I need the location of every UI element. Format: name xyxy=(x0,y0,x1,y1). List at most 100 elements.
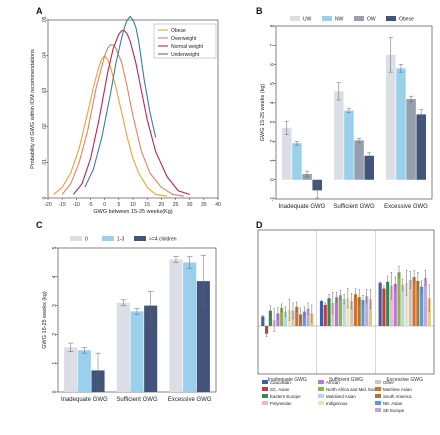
y-tick-label: 3 xyxy=(52,304,58,307)
bar-ow-excessive-gwg xyxy=(406,99,416,180)
legend-swatch-polynesian xyxy=(262,401,268,405)
legend-label-eastern-europe: Eastern Europe xyxy=(270,394,301,399)
bar-eastern-europe-inadequate-gwg xyxy=(268,310,272,326)
bar-african-excessive-gwg xyxy=(393,283,397,326)
bar-ne-asian-inadequate-gwg xyxy=(302,311,306,326)
bar-polynesian-sufficient-gwg xyxy=(331,302,335,326)
bar-african-sufficient-gwg xyxy=(334,297,339,326)
category-label: Excessive GWG xyxy=(384,204,428,210)
legend-label-underweight: Underweight xyxy=(171,52,200,58)
y-axis-label: GWG 15-25 weeks (kg) xyxy=(260,84,266,142)
legend-swatch-obese xyxy=(386,16,396,21)
bar-sc-asian-sufficient-gwg xyxy=(323,304,327,326)
bar-extra-sufficient-gwg xyxy=(368,299,373,326)
legend-swatch-caucasian xyxy=(262,380,268,384)
series-line-normal-weight xyxy=(73,30,190,195)
bar-indigenous-excessive-gwg xyxy=(404,282,409,326)
bar-maritime-asian-inadequate-gwg xyxy=(295,306,299,326)
bar-ne-asian-sufficient-gwg xyxy=(361,300,365,326)
bar-polynesian-excessive-gwg xyxy=(389,285,394,326)
y-tick-label: 1 xyxy=(52,362,58,365)
legend-label-uw: UW xyxy=(303,17,312,23)
bar-obese-sufficient-gwg xyxy=(364,155,374,180)
bar-uw-excessive-gwg xyxy=(386,54,396,180)
series-line-overweight xyxy=(61,44,185,197)
panel-b-bar-chart: -1 0 1 2 3 4 5 6 7 8 GWG 15-25 weeks (kg) Inadequat… xyxy=(260,16,433,210)
x-tick-label: 5 xyxy=(117,202,120,208)
legend-label-obese: Obese xyxy=(399,17,414,23)
bar-se-europe-excessive-gwg xyxy=(423,278,427,326)
y-tick-label: .04 xyxy=(42,52,48,59)
bar-se-europe-inadequate-gwg xyxy=(306,308,310,326)
legend-label-south-america: South America xyxy=(383,394,412,399)
x-tick-label: 20 xyxy=(159,202,165,208)
x-tick-label: 35 xyxy=(201,202,207,208)
bar-ne-asian-excessive-gwg xyxy=(420,286,424,326)
legend-label-0: 0 xyxy=(85,237,88,243)
x-tick-label: -10 xyxy=(73,202,80,208)
y-tick-label: 5 xyxy=(52,246,58,249)
legend-label-indigenous: Indigenous xyxy=(326,401,348,406)
category-label: Excessive GWG xyxy=(168,397,212,403)
legend-label-normal-weight: Normal weight xyxy=(171,44,204,50)
bar-0-excessive-gwg xyxy=(169,259,183,392)
legend-swatch-south-america xyxy=(375,394,381,398)
y-tick-label: 6 xyxy=(270,63,276,66)
panel-c-bar-chart: 0 1 2 3 4 5 GWG 15-25 weeks (kg) Inadequate GWG… xyxy=(42,236,217,403)
category-label: Inadequate GWG xyxy=(268,377,307,383)
x-tick-label: 10 xyxy=(130,202,136,208)
legend-swatch-maritime-asian xyxy=(375,387,381,391)
category-label: Inadequate GWG xyxy=(279,204,326,210)
bar-4-children-sufficient-gwg xyxy=(144,305,158,392)
legend-label-nw: NW xyxy=(335,17,344,23)
panel-letter-b: B xyxy=(256,6,263,16)
bar-se-europe-sufficient-gwg xyxy=(365,296,369,326)
legend-label-ne-asian: NE. Asian xyxy=(383,401,403,406)
y-tick-label: -1 xyxy=(270,197,276,202)
bar-african-inadequate-gwg xyxy=(276,313,280,326)
y-tick-label: .03 xyxy=(42,88,48,95)
bar-uw-sufficient-gwg xyxy=(334,91,344,180)
bar-mainland-asian-sufficient-gwg xyxy=(342,299,346,326)
legend-label-obese: Obese xyxy=(171,28,186,34)
y-axis-label: Probability of GWG within IOM recommenda… xyxy=(30,49,36,169)
x-tick-label: -15 xyxy=(59,202,66,208)
legend-swatch-indigenous xyxy=(318,401,324,405)
y-tick-label: 3 xyxy=(270,121,276,124)
panel-letter-a: A xyxy=(36,6,43,16)
bar-indigenous-sufficient-gwg xyxy=(346,298,350,326)
y-axis-label: GWG 15-25 weeks (kg) xyxy=(42,291,48,349)
bar-0-inadequate-gwg xyxy=(64,347,78,392)
bar-nw-sufficient-gwg xyxy=(344,110,354,180)
x-tick-label: -20 xyxy=(44,202,51,208)
panel-letter-c: C xyxy=(36,220,43,230)
x-axis-label: GWG between 15-25 weeks(Kg) xyxy=(93,209,172,215)
legend-swatch-eastern-europe xyxy=(262,394,268,398)
bar-ow-sufficient-gwg xyxy=(354,140,364,180)
legend-swatch-ow xyxy=(354,16,364,21)
bar-obese-excessive-gwg xyxy=(416,114,426,180)
x-tick-label: -5 xyxy=(88,202,93,208)
legend-label-se-europe: SE Europe xyxy=(383,408,405,413)
x-tick-label: 30 xyxy=(187,202,193,208)
category-label: Inadequate GWG xyxy=(61,397,108,403)
legend-label-african: African xyxy=(326,380,340,385)
series-line-obese xyxy=(53,55,168,197)
y-tick-label: 4 xyxy=(270,101,276,104)
y-tick-label: .01 xyxy=(42,159,48,166)
bar-south-america-excessive-gwg xyxy=(416,280,420,326)
y-tick-label: 2 xyxy=(52,333,58,336)
y-tick-label: .05 xyxy=(42,16,48,23)
bar-sc-asian-excessive-gwg xyxy=(382,288,386,326)
x-tick-label: 40 xyxy=(215,202,221,208)
bar-eastern-europe-sufficient-gwg xyxy=(327,298,331,326)
bar-4-children-excessive-gwg xyxy=(196,281,210,392)
bar-north-africa-and-mid-east-sufficient-gwg xyxy=(338,295,342,326)
bar-caucasian-sufficient-gwg xyxy=(319,301,324,326)
legend-label-1-3: 1-3 xyxy=(117,237,124,243)
bar-mainland-asian-inadequate-gwg xyxy=(283,311,288,326)
x-tick-label: 25 xyxy=(173,202,179,208)
legend-swatch-uw xyxy=(290,16,300,21)
bar-sc-asian-inadequate-gwg xyxy=(265,326,269,334)
bar-nw-inadequate-gwg xyxy=(292,143,302,180)
